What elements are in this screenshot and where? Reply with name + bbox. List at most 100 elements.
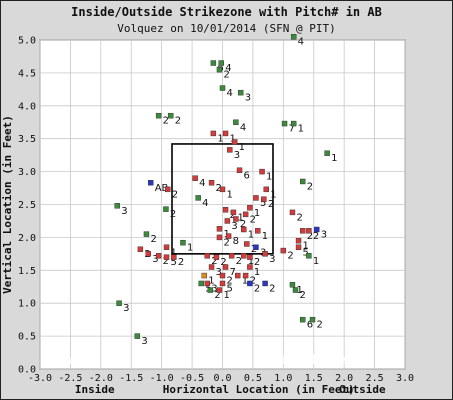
pitch-marker [204,253,210,259]
y-tick-label: 2.0 [18,233,36,244]
pitch-marker [233,119,239,125]
pitch-marker [233,216,239,222]
pitch-number-label: 3 [234,150,240,161]
pitch-number-label: 1 [237,212,243,223]
pitch-number-label: 1 [254,267,260,278]
pitch-number-label: 3 [141,336,147,347]
y-tick-label: 0.0 [18,365,36,376]
x-tick-label: 2.5 [366,373,384,384]
pitch-number-label: 2 [227,276,233,287]
pitch-marker [262,280,268,287]
x-tick-labels: -3.0 -2.5 -2.0 -1.5 -1.0 -0.5 0.0 0.5 1.0 1.5 2.0 2… [28,373,414,384]
pitch-marker [290,34,297,40]
pitch-marker [219,272,226,279]
pitch-number-label: 2 [175,116,181,127]
pitch-marker [259,168,265,175]
pitch-number-label: 1 [298,124,304,135]
pitch-number-label: 4 [240,122,246,133]
watermark-group: PitchInfo BrooksBaseball.net [42,353,403,368]
pitch-number-label: 2 [307,181,313,192]
pitch-number-label: 2 [250,214,256,225]
pitch-marker [171,254,177,260]
pitch-number-label: 2 [211,256,217,267]
pitch-number-label: 2 [220,257,226,268]
y-axis-title: Vertical Location (in Feet) [1,115,14,294]
pitch-number-label: 6 [307,320,313,331]
pitch-number-label: 2 [317,320,323,331]
pitch-marker [231,139,238,145]
pitch-number-label: 2 [214,290,220,301]
pitch-marker [300,178,306,185]
x-axis-title: Horizontal Location (in Feet) [163,383,355,396]
pitch-marker [289,282,296,288]
pitch-marker [219,186,226,193]
pitch-number-label: 1 [242,276,248,287]
pitch-marker [208,264,215,270]
strike-zone-box [171,143,274,255]
y-tick-label: 3.5 [18,134,36,145]
y-tick-label: 1.0 [18,299,36,310]
pitch-marker [137,246,144,252]
pitch-marker [145,251,151,257]
pitch-marker [216,226,223,232]
pitch-marker [208,180,215,186]
pitch-number-label: 1 [254,208,260,219]
pitch-marker [300,316,306,323]
pitch-marker [219,85,226,91]
pitch-marker [225,233,232,239]
pitch-marker [180,239,186,246]
pitch-number-label: 2 [223,70,229,81]
pitch-number-label: 7 [289,124,295,135]
pitch-marker [261,196,267,202]
pitch-marker [306,253,312,259]
pitch-number-label: 1 [239,142,245,153]
pitch-number-label: 5 [171,257,177,268]
pitch-marker [222,130,229,137]
x-tick-label: 0.5 [244,373,262,384]
pitch-marker [201,272,207,279]
pitch-number-label: AB [155,183,169,194]
y-tick-label: 0.5 [18,332,36,343]
pitch-marker [143,231,150,237]
pitch-marker [222,207,229,213]
x-tick-label: -1.5 [119,373,143,384]
chart-subtitle: Volquez on 10/01/2014 (SFN @ PIT) [117,22,336,35]
x-tick-label: -2.0 [89,373,113,384]
pitch-marker [198,280,204,287]
pitch-points: 464243224711113161AB42221145221212233211… [114,34,338,347]
pitch-number-label: 3 [231,221,237,232]
pitch-marker [262,251,268,257]
watermark-brooksbaseball: BrooksBaseball.net [261,353,403,368]
pitch-number-label: 2 [296,212,302,223]
x-tick-label: 0.0 [213,373,231,384]
y-tick-label: 4.5 [18,68,36,79]
pitch-number-label: 1 [266,172,272,183]
chart-title: Inside/Outside Strikezone with Pitch# in… [71,5,382,19]
pitch-marker [227,147,233,153]
pitch-number-label: 2 [170,209,176,220]
pitch-number-label: 1 [303,241,309,252]
pitch-number-label: 7 [230,267,236,278]
pitch-marker [255,228,261,234]
pitch-marker [163,206,169,212]
pitch-marker [300,228,306,234]
pitch-marker [292,287,299,293]
pitch-marker [289,209,296,216]
pitch-marker [247,205,253,211]
pitch-marker [309,316,316,323]
pitch-marker [210,130,217,137]
pitch-number-label: 2 [163,116,169,127]
pitch-number-label: 1 [187,243,193,254]
pitch-marker [222,264,229,270]
pitch-marker [247,280,253,287]
pitch-marker [290,120,297,127]
y-tick-label: 5.0 [18,36,36,47]
pitch-number-label: 1 [331,153,337,164]
pitch-number-label: 2 [250,276,256,287]
x-tick-label: 1.5 [305,373,323,384]
pitch-number-label: 6 [244,170,250,181]
pitch-number-label: 1 [248,230,254,241]
pitch-number-label: 2 [150,234,156,245]
pitch-marker [204,280,210,287]
